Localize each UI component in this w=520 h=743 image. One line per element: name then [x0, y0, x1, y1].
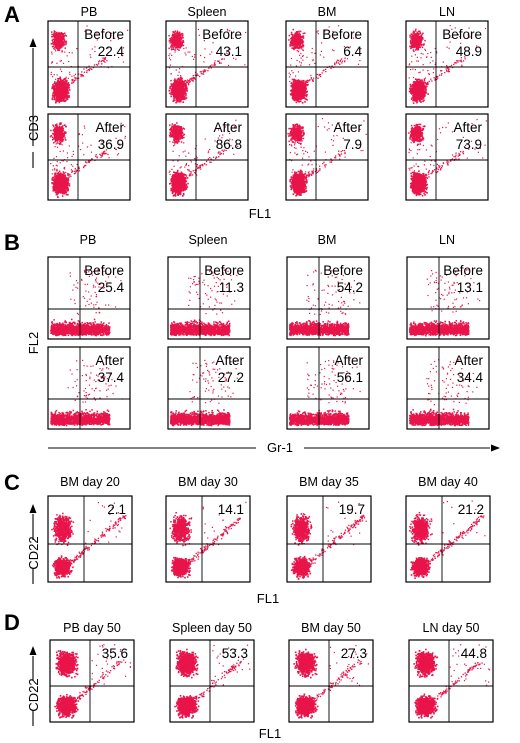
y-axis-label: CD3 — [26, 115, 41, 141]
scatter-plot-c: 2.1 — [48, 496, 132, 582]
quadrant-value: 34.4 — [457, 370, 484, 385]
column-header: BM day 20 — [60, 475, 120, 489]
quadrant-label: After — [334, 353, 363, 368]
panel-letter-a: A — [4, 2, 20, 27]
quadrant-value: 48.9 — [456, 44, 482, 59]
column-header: LN day 50 — [423, 621, 480, 635]
scatter-plot-a: Before 48.9 — [406, 21, 488, 107]
quadrant-value: 54.2 — [337, 280, 363, 295]
quadrant-value: 73.9 — [456, 137, 482, 152]
quadrant-label: Before — [442, 27, 482, 42]
quadrant-label: After — [215, 353, 244, 368]
column-header: PB — [81, 5, 98, 19]
quadrant-label: After — [453, 120, 482, 135]
scatter-plot-d: 27.3 — [289, 640, 373, 722]
quadrant-label: Before — [322, 27, 362, 42]
quadrant-label: Before — [84, 27, 124, 42]
scatter-plot-a: Before 43.1 — [166, 21, 248, 107]
quadrant-label: Before — [84, 263, 124, 278]
quadrant-value: 13.1 — [457, 280, 483, 295]
column-header: BM day 40 — [418, 475, 478, 489]
quadrant-label: Before — [443, 263, 483, 278]
quadrant-value: 37.4 — [98, 370, 125, 385]
quadrant-value: 27.3 — [341, 646, 367, 661]
panel-letter-b: B — [4, 230, 20, 255]
quadrant-value: 7.9 — [343, 137, 362, 152]
scatter-plot-a: After 36.9 — [48, 114, 130, 200]
column-header: Spleen — [189, 233, 228, 247]
scatter-plot-b: After 27.2 — [168, 347, 250, 429]
scatter-plot-b: Before 54.2 — [287, 257, 369, 339]
quadrant-value: 86.8 — [216, 137, 242, 152]
scatter-plot-b: After 34.4 — [407, 347, 489, 429]
quadrant-value: 35.6 — [102, 646, 128, 661]
quadrant-value: 22.4 — [98, 44, 125, 59]
quadrant-value: 19.7 — [339, 502, 365, 517]
column-header: Spleen day 50 — [172, 621, 252, 635]
column-header: BM — [318, 5, 337, 19]
column-header: BM — [318, 233, 337, 247]
column-header: LN — [439, 233, 455, 247]
quadrant-label: After — [95, 353, 124, 368]
quadrant-label: After — [333, 120, 362, 135]
scatter-plot-b: After 56.1 — [287, 347, 369, 429]
column-header: LN — [439, 5, 455, 19]
quadrant-value: 6.4 — [343, 44, 362, 59]
quadrant-value: 14.1 — [218, 502, 244, 517]
scatter-plot-b: Before 11.3 — [168, 257, 250, 339]
x-axis-label: Gr-1 — [267, 440, 293, 455]
scatter-plot-b: After 37.4 — [48, 347, 130, 429]
panel-letter-c: C — [4, 470, 20, 495]
quadrant-label: After — [454, 353, 483, 368]
scatter-plot-c: 14.1 — [166, 496, 250, 582]
quadrant-value: 44.8 — [461, 646, 487, 661]
quadrant-value: 27.2 — [218, 370, 244, 385]
quadrant-label: Before — [323, 263, 363, 278]
scatter-plot-a: Before 22.4 — [48, 21, 130, 107]
column-header: BM day 35 — [299, 475, 359, 489]
column-header: Spleen — [188, 5, 227, 19]
y-axis-label: CD22 — [26, 678, 41, 711]
quadrant-value: 25.4 — [98, 280, 125, 295]
y-axis-label: CD22 — [26, 536, 41, 569]
x-axis-label: FL1 — [259, 726, 281, 741]
scatter-plot-a: Before 6.4 — [286, 21, 368, 107]
quadrant-label: After — [95, 120, 124, 135]
quadrant-value: 56.1 — [337, 370, 363, 385]
scatter-plot-a: After 7.9 — [286, 114, 368, 200]
x-axis-label: FL1 — [249, 206, 271, 221]
scatter-plot-d: 44.8 — [409, 640, 493, 722]
quadrant-label: Before — [204, 263, 244, 278]
quadrant-value: 11.3 — [219, 280, 244, 295]
column-header: PB day 50 — [63, 621, 121, 635]
column-header: PB — [80, 233, 97, 247]
x-axis-label: FL1 — [257, 591, 279, 606]
column-header: BM day 50 — [301, 621, 361, 635]
quadrant-value: 36.9 — [98, 137, 124, 152]
quadrant-value: 2.1 — [107, 502, 126, 517]
scatter-plot-d: 35.6 — [50, 640, 134, 722]
quadrant-value: 43.1 — [216, 44, 242, 59]
quadrant-label: After — [213, 120, 242, 135]
y-axis-label: FL2 — [26, 332, 41, 354]
scatter-plot-d: 53.3 — [170, 640, 254, 722]
scatter-plot-b: Before 13.1 — [407, 257, 489, 339]
scatter-plot-c: 19.7 — [287, 496, 371, 582]
column-header: BM day 30 — [178, 475, 238, 489]
scatter-plot-b: Before 25.4 — [48, 257, 130, 339]
quadrant-label: Before — [202, 27, 242, 42]
panel-letter-d: D — [4, 610, 20, 635]
scatter-plot-c: 21.2 — [406, 496, 490, 582]
quadrant-value: 21.2 — [458, 502, 484, 517]
quadrant-value: 53.3 — [222, 646, 248, 661]
scatter-plot-a: After 86.8 — [166, 114, 248, 200]
scatter-plot-a: After 73.9 — [406, 114, 488, 200]
